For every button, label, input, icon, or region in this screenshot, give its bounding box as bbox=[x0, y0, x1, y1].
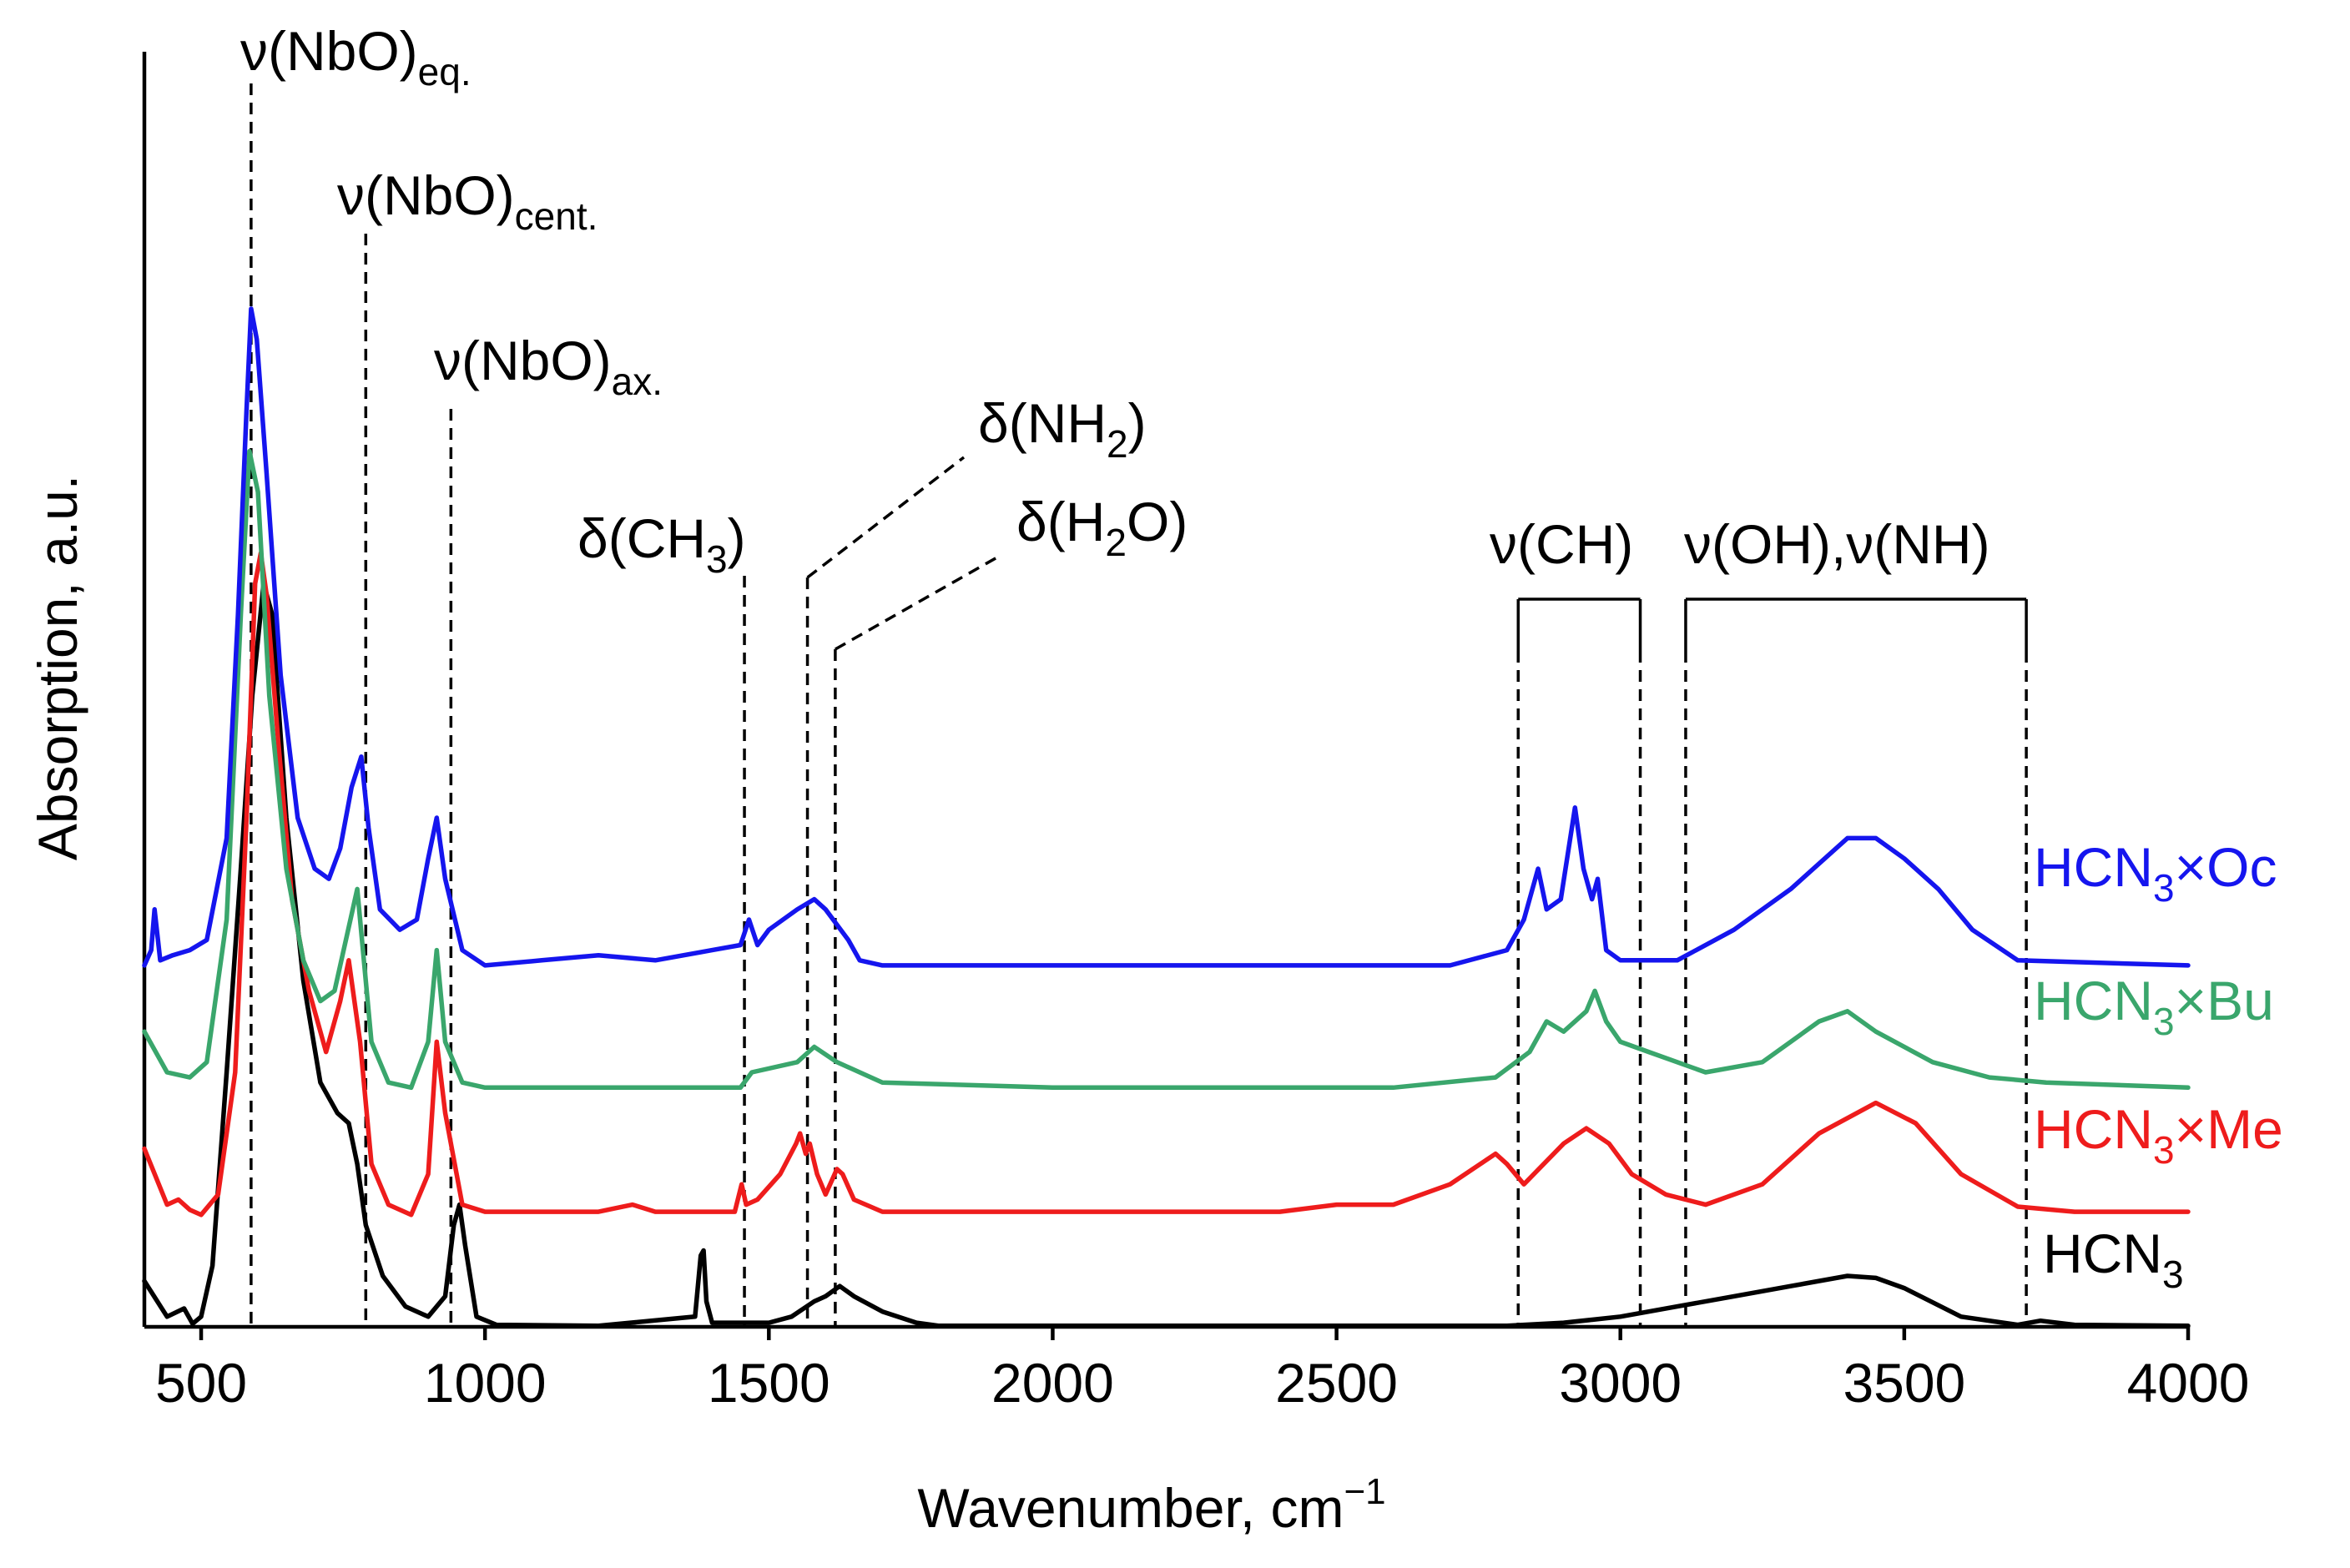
legend-hcn3: HCN3 bbox=[2043, 1223, 2184, 1296]
annotation-ch3: δ(CH3) bbox=[577, 507, 746, 581]
legend-hcn3-oc: HCN3×Oc bbox=[2034, 836, 2277, 910]
x-tick-label: 2500 bbox=[1275, 1352, 1398, 1414]
legend-hcn3-bu: HCN3×Bu bbox=[2034, 970, 2274, 1043]
annotation-nbo-ax: ν(NbO)ax. bbox=[434, 330, 663, 403]
x-axis-title: Wavenumber, cm−1 bbox=[917, 1471, 1385, 1539]
annotation-guides bbox=[250, 83, 2028, 1327]
series-line-hcn3-oc bbox=[142, 306, 2191, 968]
y-axis-title: Absorption, a.u. bbox=[27, 475, 88, 860]
x-axis-title-superscript: −1 bbox=[1344, 1471, 1385, 1512]
series-line-hcn3-bu bbox=[142, 449, 2191, 1091]
guide-leader-nh2 bbox=[806, 456, 966, 579]
annotation-nbo-cent: ν(NbO)cent. bbox=[337, 164, 598, 238]
x-tick-label: 4000 bbox=[2127, 1352, 2250, 1414]
x-axis-ticks: 500 1000 1500 2000 2500 3000 3500 4000 bbox=[155, 1327, 2249, 1414]
annotation-ch: ν(CH) bbox=[1490, 513, 1633, 575]
x-tick-label: 3500 bbox=[1843, 1352, 1965, 1414]
x-tick-label: 2000 bbox=[991, 1352, 1114, 1414]
annotation-nbo-eq: ν(NbO)eq. bbox=[240, 20, 472, 93]
x-tick-label: 3000 bbox=[1559, 1352, 1682, 1414]
series-line-hcn3-me bbox=[142, 551, 2191, 1218]
x-tick-label: 500 bbox=[155, 1352, 247, 1414]
annotation-oh-nh: ν(OH),ν(NH) bbox=[1684, 513, 1990, 575]
annotation-h2o: δ(H2O) bbox=[1016, 491, 1188, 564]
series-lines bbox=[142, 306, 2191, 1329]
plot-area: 500 1000 1500 2000 2500 3000 3500 4000 bbox=[142, 52, 2249, 1414]
x-tick-label: 1500 bbox=[708, 1352, 830, 1414]
x-tick-label: 1000 bbox=[424, 1352, 547, 1414]
legend-hcn3-me: HCN3×Me bbox=[2034, 1098, 2283, 1172]
annotation-nh2: δ(NH2) bbox=[978, 392, 1147, 466]
guide-leader-h2o bbox=[835, 553, 1002, 651]
